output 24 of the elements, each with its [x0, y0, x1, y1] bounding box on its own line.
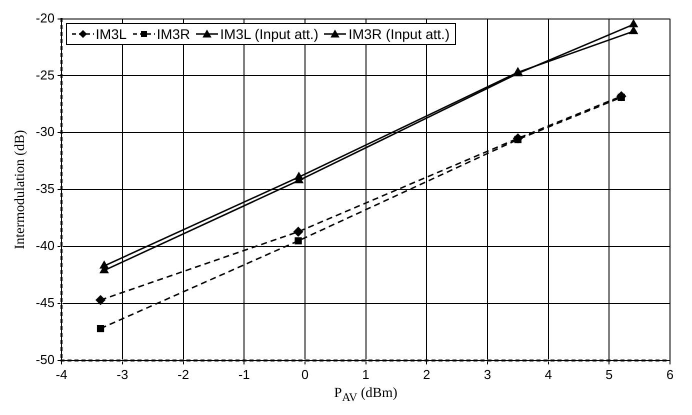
x-axis-title: P$_{AV}$ (dBm) [333, 386, 398, 404]
x-tick-label: -2 [177, 366, 190, 382]
x-tick-label: 6 [666, 366, 674, 382]
x-tick-label: 4 [544, 366, 552, 382]
x-tick-label: -4 [56, 366, 68, 382]
legend-label: IM3R [156, 26, 190, 42]
x-tick-label: 3 [484, 366, 492, 382]
legend-label: IM3L [96, 26, 127, 42]
y-axis-title: Intermodulation (dB) [13, 130, 28, 250]
x-tick-label: 2 [423, 366, 430, 382]
y-tick-label: -20 [36, 10, 55, 26]
x-tick-label: 1 [362, 366, 370, 382]
y-tick-label: -40 [36, 238, 55, 254]
x-tick-label: 0 [301, 366, 309, 382]
y-tick-label: -30 [36, 124, 55, 140]
x-tick-label: -3 [116, 366, 128, 382]
y-tick-label: -25 [36, 67, 55, 82]
x-tick-label: -1 [238, 366, 250, 382]
legend-label: IM3L (Input att.) [220, 26, 318, 42]
x-tick-label: 5 [606, 366, 613, 382]
y-tick-label: -45 [36, 295, 55, 310]
y-tick-label: -50 [36, 352, 55, 367]
legend-label: IM3R (Input att.) [348, 26, 450, 42]
y-tick-label: -35 [36, 181, 55, 196]
